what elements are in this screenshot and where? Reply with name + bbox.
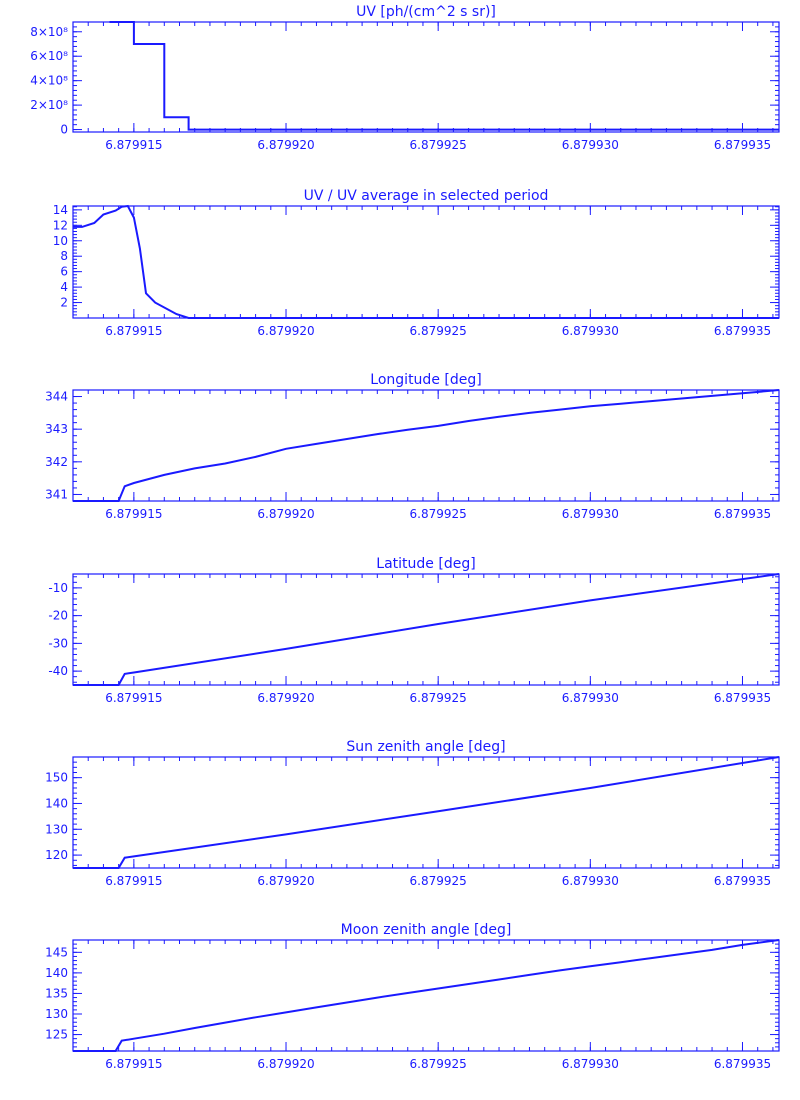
x-tick-label: 6.879915 [105,324,162,338]
data-series-line [73,573,780,686]
y-tick-label: 14 [53,203,68,217]
x-tick-label: 6.879935 [714,691,771,705]
x-tick-label: 6.879925 [410,138,467,152]
y-tick-label: 2×10⁸ [30,98,68,112]
y-tick-label: 8×10⁸ [30,25,68,39]
plot-frame [72,573,780,686]
data-series-line [73,204,779,319]
y-tick-label: 125 [45,1028,68,1042]
chart-title: Longitude [deg] [370,372,481,388]
y-tick-label: 130 [45,822,68,836]
y-tick-label: 150 [45,771,68,785]
x-tick-label: 6.879935 [714,324,771,338]
x-tick-label: 6.879935 [714,874,771,888]
y-tick-label: 140 [45,796,68,810]
x-tick-label: 6.879915 [105,874,162,888]
chart-panel-4: Latitude [deg] 6.879915 6.879920 6.879925 6.… [48,556,780,705]
data-series-line [109,21,779,131]
chart-panel-3: Longitude [deg] 6.879915 6.879920 6.879925 6… [45,372,780,521]
y-tick-label: -20 [48,609,68,623]
x-tick-label: 6.879915 [105,138,162,152]
plot-frame [72,205,780,319]
chart-panel-5: Sun zenith angle [deg] 6.879915 6.879920 6.… [45,739,780,888]
chart-title: UV / UV average in selected period [304,188,549,204]
chart-panel-2: UV / UV average in selected period 6.8799… [53,188,780,338]
y-tick-label: -30 [48,636,68,650]
x-tick-label: 6.879920 [257,324,314,338]
chart-title: Sun zenith angle [deg] [346,739,505,755]
x-tick-label: 6.879925 [410,507,467,521]
x-tick-label: 6.879930 [562,507,619,521]
x-tick-label: 6.879920 [257,691,314,705]
x-tick-label: 6.879930 [562,138,619,152]
chart-title: Moon zenith angle [deg] [341,922,512,938]
y-tick-label: 4×10⁸ [30,74,68,88]
y-tick-label: 8 [60,249,68,263]
y-tick-label: 10 [53,234,68,248]
x-tick-label: 6.879925 [410,691,467,705]
x-tick-label: 6.879925 [410,874,467,888]
y-tick-label: 343 [45,422,68,436]
y-tick-label: 12 [53,218,68,232]
y-tick-label: 4 [60,280,68,294]
data-series-line [73,389,780,502]
y-tick-label: 342 [45,455,68,469]
y-tick-label: -40 [48,664,68,678]
data-series-line [73,756,780,869]
x-tick-label: 6.879915 [105,1057,162,1071]
x-tick-label: 6.879920 [257,1057,314,1071]
y-tick-label: 344 [45,390,68,404]
x-tick-label: 6.879930 [562,1057,619,1071]
x-tick-label: 6.879925 [410,324,467,338]
y-tick-label: 341 [45,487,68,501]
x-tick-label: 6.879935 [714,1057,771,1071]
x-tick-label: 6.879915 [105,507,162,521]
y-tick-label: 140 [45,966,68,980]
chart-title: UV [ph/(cm^2 s sr)] [356,4,496,20]
data-series-line [73,939,780,1052]
x-tick-label: 6.879935 [714,507,771,521]
plot-frame [72,939,780,1052]
y-tick-label: -10 [48,581,68,595]
y-tick-label: 145 [45,945,68,959]
chart-panel-6: Moon zenith angle [deg] 6.879915 6.879920 6… [45,922,780,1071]
chart-panel-1: UV [ph/(cm^2 s sr)] 6.879915 6.879920 6.879… [30,4,780,152]
x-tick-label: 6.879930 [562,691,619,705]
chart-title: Latitude [deg] [376,556,475,572]
x-tick-label: 6.879920 [257,874,314,888]
x-tick-label: 6.879930 [562,324,619,338]
y-tick-label: 0 [60,123,68,137]
y-tick-label: 130 [45,1007,68,1021]
y-tick-label: 6×10⁸ [30,49,68,63]
x-tick-label: 6.879935 [714,138,771,152]
plot-frame [72,756,780,869]
y-tick-label: 120 [45,848,68,862]
x-tick-label: 6.879915 [105,691,162,705]
plot-frame [72,389,780,502]
x-tick-label: 6.879925 [410,1057,467,1071]
x-tick-label: 6.879920 [257,138,314,152]
x-tick-label: 6.879920 [257,507,314,521]
x-tick-label: 6.879930 [562,874,619,888]
plot-frame [72,21,780,133]
y-tick-label: 135 [45,986,68,1000]
y-tick-label: 6 [60,265,68,279]
y-tick-label: 2 [60,296,68,310]
